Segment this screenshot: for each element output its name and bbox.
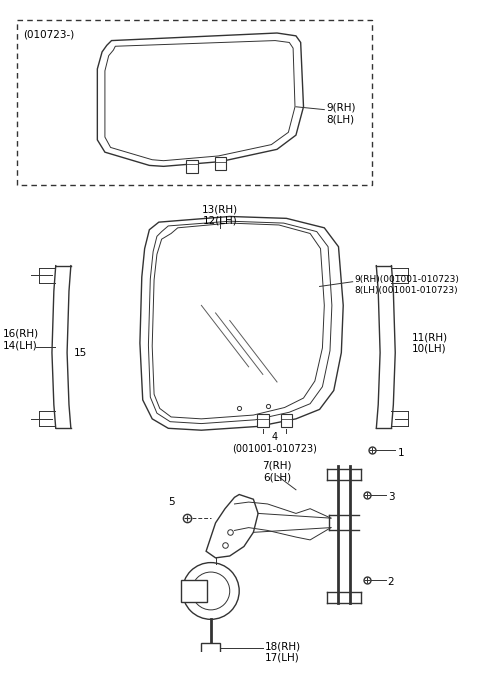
Text: 2: 2 — [388, 577, 394, 588]
Text: 4
(001001-010723): 4 (001001-010723) — [232, 432, 317, 454]
Text: 18(RH)
17(LH): 18(RH) 17(LH) — [265, 641, 301, 663]
Text: 9(RH)(001001-010723)
8(LH)(001001-010723): 9(RH)(001001-010723) 8(LH)(001001-010723… — [355, 275, 459, 294]
Bar — [202, 643, 220, 656]
Text: (010723-): (010723-) — [24, 29, 75, 39]
Text: 5: 5 — [168, 498, 175, 507]
Bar — [215, 157, 226, 170]
Bar — [180, 580, 207, 603]
Text: 7(RH)
6(LH): 7(RH) 6(LH) — [262, 460, 292, 482]
Bar — [17, 20, 372, 185]
Text: 9(RH)
8(LH): 9(RH) 8(LH) — [326, 103, 356, 125]
Bar — [186, 160, 198, 173]
Text: 3: 3 — [388, 492, 394, 502]
Text: 13(RH)
12(LH): 13(RH) 12(LH) — [202, 204, 239, 226]
Bar — [257, 414, 268, 427]
Text: 16(RH)
14(LH): 16(RH) 14(LH) — [3, 328, 39, 350]
Text: 1: 1 — [398, 448, 405, 458]
Bar — [281, 414, 292, 427]
Text: 11(RH)
10(LH): 11(RH) 10(LH) — [412, 332, 448, 354]
Text: 15: 15 — [74, 348, 87, 357]
